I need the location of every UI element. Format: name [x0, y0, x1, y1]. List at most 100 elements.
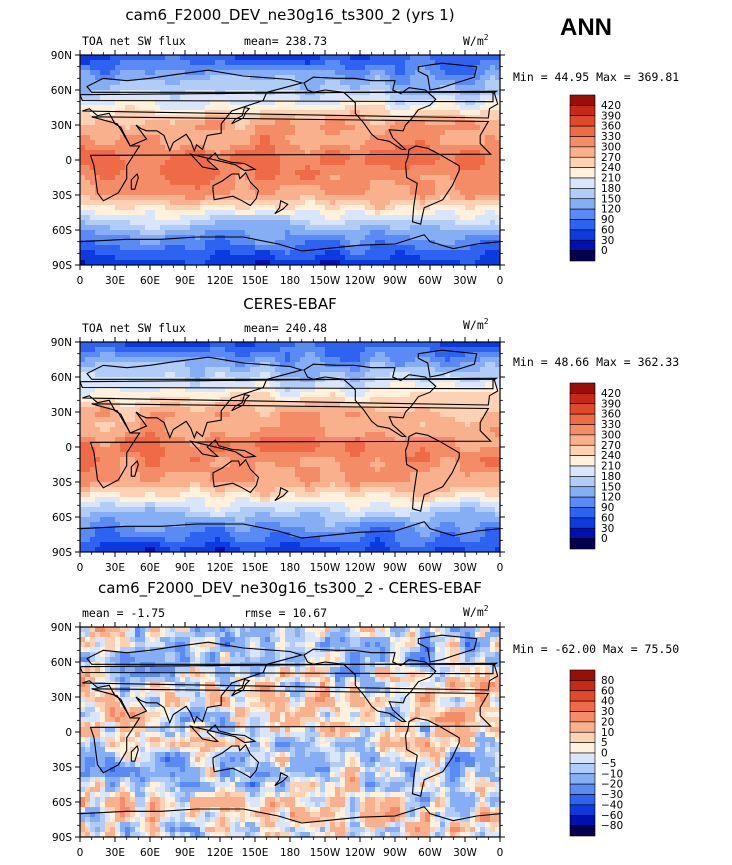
lat-tick-label: 90N: [51, 337, 72, 349]
lat-tick-label: 60N: [51, 85, 72, 97]
colorbar-swatch: [569, 507, 596, 519]
colorbar-swatch: [569, 486, 596, 498]
colorbar-label: 5: [601, 737, 608, 749]
colorbar-swatch: [569, 700, 596, 712]
lon-tick-label: 60W: [418, 562, 442, 574]
lon-tick-label: 90E: [175, 275, 195, 287]
colorbar-swatch: [569, 476, 596, 488]
colorbar-label: 420: [601, 388, 621, 400]
colorbar-swatch: [569, 434, 596, 446]
lon-tick-label: 90W: [383, 275, 407, 287]
panel-1-mean-label: mean= 238.73: [244, 34, 328, 48]
lon-tick-label: 0: [497, 847, 504, 859]
lon-tick-label: 120E: [207, 562, 234, 574]
colorbar-label: −80: [601, 820, 623, 832]
colorbar-swatch: [569, 763, 596, 775]
colorbar-label: 60: [601, 224, 614, 236]
lat-tick-label: 60S: [52, 797, 72, 809]
colorbar-label: 150: [601, 481, 621, 493]
lon-tick-label: 150E: [242, 847, 269, 859]
colorbar-label: 0: [601, 748, 608, 760]
panel-3-mean-label: mean = -1.75: [82, 606, 166, 620]
coastline-1-8: [231, 106, 251, 125]
lon-tick-label: 0: [497, 275, 504, 287]
lat-tick-label: 60S: [52, 225, 72, 237]
lon-tick-label: 150W: [310, 847, 341, 859]
coastline-3-9: [130, 744, 139, 762]
panel-2-variable-label: TOA net SW flux: [82, 321, 186, 335]
coastline-3-2: [303, 648, 437, 723]
lon-tick-label: 60W: [418, 275, 442, 287]
colorbar-swatch: [569, 424, 596, 436]
map-field-2: [80, 342, 500, 552]
coastline-1-3: [404, 145, 460, 225]
colorbar-label: 360: [601, 409, 621, 421]
panel-2-units: W/m2: [463, 317, 489, 332]
colorbar-swatch: [569, 219, 596, 231]
lat-tick-label: 30S: [52, 762, 72, 774]
lat-tick-label: 60N: [51, 372, 72, 384]
lat-tick-label: 0: [65, 727, 72, 739]
colorbar-swatch: [569, 455, 596, 467]
coastline-2-7: [189, 439, 257, 459]
lon-tick-label: 120W: [345, 562, 376, 574]
panel-3-title: cam6_F2000_DEV_ne30g16_ts300_2 - CERES-E…: [98, 579, 482, 597]
coastline-3-4: [212, 743, 260, 779]
colorbar-swatch: [569, 393, 596, 405]
colorbar-swatch: [569, 825, 596, 837]
colorbar-swatch: [569, 239, 596, 251]
lon-tick-label: 30E: [105, 275, 125, 287]
colorbar-label: 240: [601, 450, 621, 462]
colorbar-label: −60: [601, 810, 623, 822]
lon-tick-label: 90E: [175, 847, 195, 859]
colorbar-swatch: [569, 731, 596, 743]
panel-2-mean-label: mean= 240.48: [244, 321, 328, 335]
panel-3-minmax: Min = -62.00 Max = 75.50: [513, 642, 680, 656]
colorbar-label: 80: [601, 675, 614, 687]
colorbar-swatch: [569, 465, 596, 477]
lon-tick-label: 180: [280, 847, 300, 859]
colorbar-swatch: [569, 711, 596, 723]
coastline-3-10: [80, 662, 499, 675]
colorbar-swatch: [569, 125, 596, 137]
lon-tick-label: 90E: [175, 562, 195, 574]
coastline-2-0: [89, 403, 493, 489]
coastline-3-7: [189, 724, 257, 744]
map-field-3: [80, 627, 500, 837]
colorbar-swatch: [569, 773, 596, 785]
colorbar-label: 300: [601, 141, 621, 153]
colorbar-label: 330: [601, 419, 621, 431]
colorbar-label: 180: [601, 183, 621, 195]
colorbar-label: 330: [601, 131, 621, 143]
panel-3-rmse-label: rmse = 10.67: [244, 606, 328, 620]
colorbar-label: 90: [601, 214, 614, 226]
colorbar-swatch: [569, 198, 596, 210]
colorbar-label: 90: [601, 502, 614, 514]
lat-tick-label: 90S: [52, 260, 72, 272]
lon-tick-label: 60E: [140, 562, 160, 574]
lon-tick-label: 60E: [140, 847, 160, 859]
lon-tick-label: 150W: [310, 562, 341, 574]
colorbar-swatch: [569, 94, 596, 106]
colorbar-swatch: [569, 156, 596, 168]
coastline-1-11: [274, 199, 289, 215]
lon-tick-label: 90W: [383, 847, 407, 859]
colorbar-label: 180: [601, 471, 621, 483]
lat-tick-label: 90S: [52, 547, 72, 559]
coastline-1-7: [189, 152, 257, 172]
map-panel-1: 90N 60N 30N 0 30S 60S 90S 0 30E 60E 90E 120E 150E 180…: [51, 50, 505, 287]
lat-tick-label: 30S: [52, 190, 72, 202]
colorbar-swatch: [569, 413, 596, 425]
colorbar-swatch: [569, 229, 596, 241]
colorbar-label: 390: [601, 110, 621, 122]
colorbar-swatch: [569, 115, 596, 127]
coastline-3-11: [274, 771, 289, 787]
coastline-2-4: [212, 458, 260, 494]
lon-tick-label: 90W: [383, 562, 407, 574]
lat-tick-label: 30S: [52, 477, 72, 489]
lat-tick-label: 90N: [51, 50, 72, 62]
map-field-1: [80, 55, 500, 265]
lon-tick-label: 0: [77, 847, 84, 859]
